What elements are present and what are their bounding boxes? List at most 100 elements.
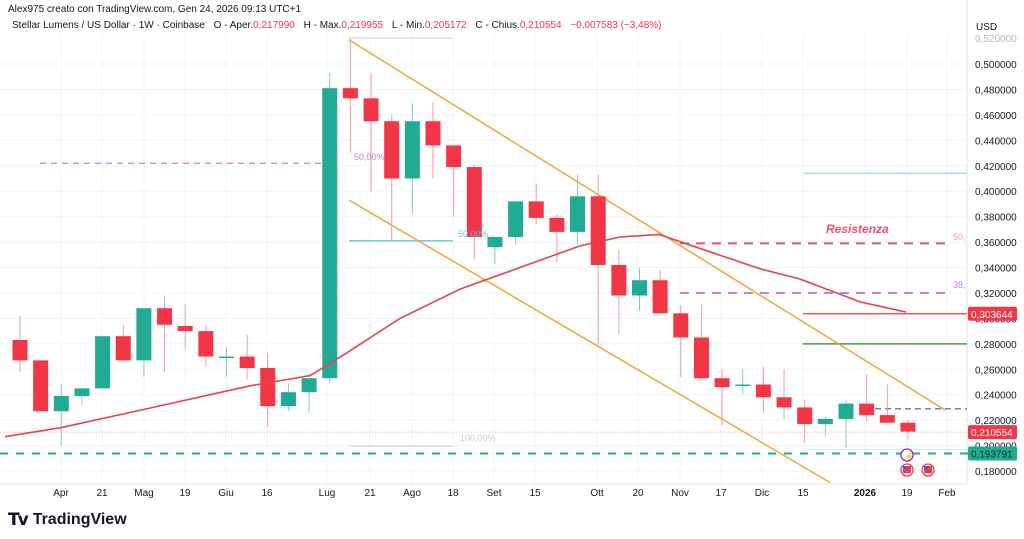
time-tick-label: 2026 — [854, 488, 877, 499]
high-value: 0,219955 — [341, 20, 384, 31]
candle-body[interactable] — [322, 88, 338, 379]
candle-body[interactable] — [632, 280, 647, 296]
candle-body[interactable] — [879, 415, 895, 423]
price-tick-label: 0,480000 — [975, 85, 1017, 96]
price-tick-label-clipped: 0,520000 — [975, 34, 1017, 45]
candle-body[interactable] — [260, 368, 276, 407]
brand-name: TradingView — [32, 511, 127, 528]
channel-upper-line[interactable] — [348, 39, 946, 411]
fib-label-38: 38, — [953, 280, 966, 290]
price-badge[interactable] — [968, 446, 1017, 461]
time-tick-label: 15 — [797, 488, 809, 499]
candle-body[interactable] — [838, 403, 854, 419]
change-value: −0,007583 (−3,48%) — [570, 20, 662, 31]
candle-body[interactable] — [900, 422, 916, 432]
time-tick-label: 21 — [96, 488, 108, 499]
candle-body[interactable] — [136, 308, 152, 361]
fib-label-50-right: 50, — [953, 232, 966, 242]
candle-body[interactable] — [53, 395, 69, 412]
candle-body[interactable] — [528, 201, 544, 218]
tradingview-logo-icon: 𝗧𝘃 — [8, 510, 29, 529]
candle-body[interactable] — [404, 121, 420, 179]
price-tick-label: 0,380000 — [975, 213, 1017, 224]
price-badge-label: 0,210554 — [971, 428, 1013, 439]
candle-body[interactable] — [652, 280, 668, 314]
candle-body[interactable] — [239, 356, 255, 369]
price-badge[interactable] — [968, 425, 1017, 440]
time-tick-label: Nov — [671, 488, 689, 499]
currency-label[interactable]: USD — [976, 22, 998, 33]
candle-body[interactable] — [363, 98, 379, 122]
candle-body[interactable] — [611, 264, 627, 296]
candle-body[interactable] — [673, 313, 689, 338]
price-tick-label: 0,280000 — [975, 340, 1017, 351]
candle-body[interactable] — [301, 378, 317, 393]
high-label: H - Max. — [303, 20, 342, 31]
candle-body[interactable] — [693, 337, 709, 379]
candle-body[interactable] — [33, 360, 49, 412]
candle-body[interactable] — [466, 167, 482, 237]
time-tick-label: 19 — [901, 488, 913, 499]
fib-label-50-cyan: 50,00% — [458, 229, 489, 239]
price-tick-label: 0,440000 — [975, 136, 1017, 147]
low-value: 0,205172 — [424, 20, 467, 31]
price-badge[interactable] — [968, 306, 1017, 321]
candle-body[interactable] — [859, 403, 875, 416]
candle-body[interactable] — [115, 336, 131, 361]
price-tick-label: 0,500000 — [975, 60, 1017, 71]
candle-body[interactable] — [549, 217, 565, 232]
close-value: 0,210554 — [519, 20, 562, 31]
time-tick-label: 19 — [179, 488, 191, 499]
candle-body[interactable] — [570, 196, 586, 232]
time-tick-label: Ott — [590, 488, 604, 499]
lightning-event-icon[interactable] — [900, 448, 914, 462]
symbol-name[interactable]: Stellar Lumens / US Dollar · 1W · Coinba… — [12, 20, 205, 31]
candle-body[interactable] — [198, 331, 214, 357]
candle-body[interactable] — [776, 397, 792, 408]
time-tick-label: Ago — [403, 488, 421, 499]
price-tick-label: 0,240000 — [975, 391, 1017, 402]
candle-body[interactable] — [446, 145, 462, 168]
candle-body[interactable] — [590, 196, 606, 265]
candle-body[interactable] — [157, 308, 173, 325]
time-tick-label: 16 — [261, 488, 273, 499]
candle-body[interactable] — [755, 384, 771, 398]
moving-average-line[interactable] — [4, 233, 907, 438]
candle-body[interactable] — [12, 340, 28, 361]
candle-body[interactable] — [714, 378, 730, 388]
candle-body[interactable] — [797, 407, 813, 424]
time-tick-label: Mag — [134, 488, 153, 499]
candle-body[interactable] — [817, 418, 833, 424]
candle-body[interactable] — [95, 336, 111, 389]
tradingview-brand: 𝗧𝘃 TradingView — [8, 510, 127, 530]
time-tick-label: 21 — [364, 488, 376, 499]
chart-attribution: Alex975 creato con TradingView.com, Gen … — [8, 4, 302, 15]
candle-body[interactable] — [280, 392, 296, 407]
time-tick-label: 17 — [715, 488, 727, 499]
time-tick-label: 15 — [529, 488, 541, 499]
candle-body[interactable] — [177, 326, 193, 332]
fib-label-100: 100,00% — [460, 433, 496, 443]
price-tick-label: 0,340000 — [975, 264, 1017, 275]
candle-body[interactable] — [342, 88, 358, 99]
us-flag-icon — [924, 466, 932, 473]
candle-body[interactable] — [735, 384, 751, 387]
channel-lower-line[interactable] — [348, 199, 831, 484]
candle-body[interactable] — [219, 356, 234, 359]
time-tick-label: Apr — [53, 488, 69, 499]
price-tick-label: 0,180000 — [975, 467, 1017, 478]
candle-body[interactable] — [487, 236, 503, 248]
price-tick-label: 0,420000 — [975, 162, 1017, 173]
resistance-label: Resistenza — [826, 222, 889, 236]
candle-body[interactable] — [384, 121, 400, 179]
candle-body[interactable] — [425, 121, 441, 146]
price-badge-label: 0,303644 — [971, 310, 1013, 321]
candle-body[interactable] — [74, 388, 90, 396]
symbol-legend: Stellar Lumens / US Dollar · 1W · Coinba… — [12, 20, 662, 31]
candle-body[interactable] — [508, 201, 524, 237]
us-flag-canton-icon — [924, 466, 928, 469]
time-tick-label: 18 — [447, 488, 459, 499]
time-tick-label: Feb — [938, 488, 956, 499]
price-tick-label: 0,460000 — [975, 111, 1017, 122]
